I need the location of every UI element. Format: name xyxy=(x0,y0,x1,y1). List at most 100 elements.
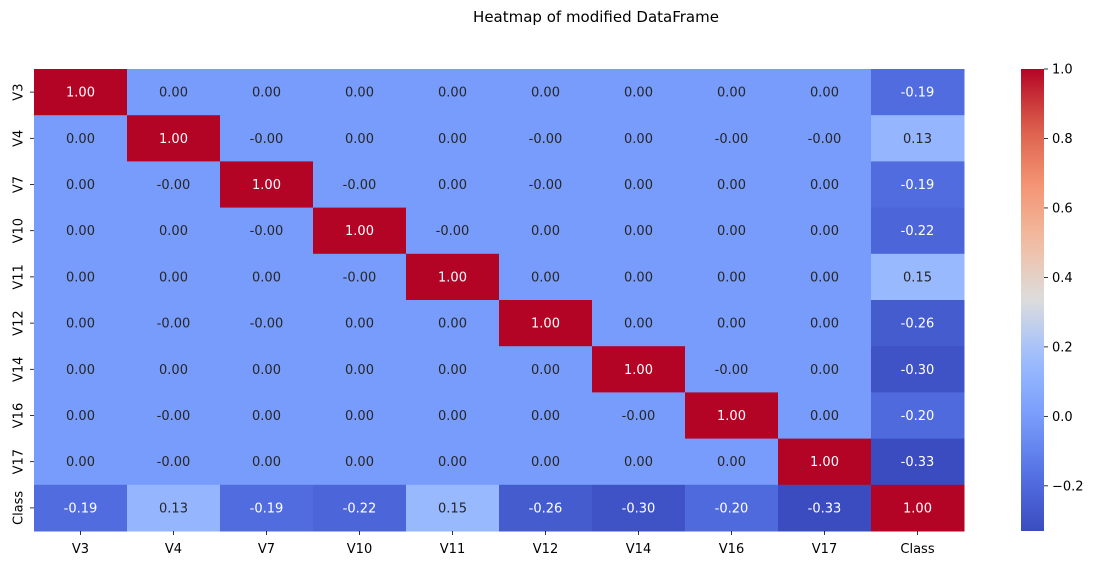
heatmap-cell-V12-V14 xyxy=(592,300,686,347)
heatmap-cell-V12-V16 xyxy=(685,300,779,347)
heatmap-cell-V7-V4 xyxy=(127,161,221,209)
heatmap-cell-V7-V17 xyxy=(778,161,872,209)
cell-value-label: 0.00 xyxy=(438,178,467,193)
cell-value-label: -0.20 xyxy=(715,501,749,516)
heatmap-cell-V12-V4 xyxy=(127,300,221,347)
cell-value-label: 0.00 xyxy=(531,409,560,424)
heatmap-cell-V7-V16 xyxy=(685,161,779,209)
x-tick-label: Class xyxy=(900,542,934,557)
cell-value-label: -0.00 xyxy=(157,317,191,332)
heatmap-cell-V16-V4 xyxy=(127,392,221,440)
heatmap-cell-V16-V7 xyxy=(220,392,314,440)
x-tick-label: V17 xyxy=(812,542,837,557)
cell-value-label: 0.00 xyxy=(531,363,560,378)
heatmap-cell-V16-V11 xyxy=(406,392,500,440)
cell-value-label: -0.19 xyxy=(64,501,98,516)
heatmap-cell-V12-V11 xyxy=(406,300,500,347)
heatmap-cell-V17-V7 xyxy=(220,438,314,486)
cell-value-label: 0.00 xyxy=(624,317,653,332)
cell-value-label: 0.00 xyxy=(66,409,95,424)
heatmap-cell-Class-V7 xyxy=(220,484,314,532)
heatmap-cell-V10-V3 xyxy=(34,207,128,255)
cell-value-label: 0.00 xyxy=(66,270,95,285)
heatmap-cell-V14-V11 xyxy=(406,346,500,393)
heatmap-cell-V11-V16 xyxy=(685,253,779,301)
heatmap-cell-V16-V10 xyxy=(313,392,407,440)
cell-value-label: 0.00 xyxy=(810,178,839,193)
heatmap-cell-V17-V14 xyxy=(592,438,686,486)
heatmap-cell-V12-V3 xyxy=(34,300,128,347)
heatmap-cell-V7-V11 xyxy=(406,161,500,209)
heatmap-cell-V14-V16 xyxy=(685,346,779,393)
heatmap-cell-Class-V12 xyxy=(499,484,593,532)
heatmap-cell-V7-V7 xyxy=(220,161,314,209)
heatmap-cell-V14-V12 xyxy=(499,346,593,393)
cell-value-label: -0.19 xyxy=(901,178,935,193)
heatmap-cell-V10-V11 xyxy=(406,207,500,255)
heatmap-cell-V17-V4 xyxy=(127,438,221,486)
heatmap-cell-V7-Class xyxy=(871,161,965,209)
x-tick-label: V14 xyxy=(626,542,651,557)
heatmap-cell-V14-V14 xyxy=(592,346,686,393)
cell-value-label: 0.00 xyxy=(624,224,653,239)
cell-value-label: 0.00 xyxy=(624,270,653,285)
cell-value-label: 0.00 xyxy=(810,317,839,332)
heatmap-cell-V10-V10 xyxy=(313,207,407,255)
cell-value-label: 0.00 xyxy=(159,86,188,101)
heatmap-cell-V3-V3 xyxy=(34,69,128,116)
cell-value-label: 0.00 xyxy=(159,363,188,378)
cell-value-label: -0.26 xyxy=(901,317,935,332)
x-tick-label: V4 xyxy=(165,542,182,557)
cell-value-label: 0.00 xyxy=(438,317,467,332)
colorbar-tick-label: 0.4 xyxy=(1052,271,1073,286)
heatmap-cell-V17-Class xyxy=(871,438,965,486)
cell-value-label: -0.19 xyxy=(901,86,935,101)
heatmap-cell-Class-V4 xyxy=(127,484,221,532)
colorbar-tick-label: 0.0 xyxy=(1052,410,1073,425)
y-axis-ticks: V3 V4 V7 V10 V11 V12 V14 V16 V17 Class xyxy=(12,84,34,525)
cell-value-label: 0.00 xyxy=(66,224,95,239)
heatmap-cell-V7-V3 xyxy=(34,161,128,209)
cell-value-label: -0.00 xyxy=(250,317,284,332)
cell-value-label: -0.00 xyxy=(343,270,377,285)
cell-value-label: 0.00 xyxy=(624,455,653,470)
cell-value-label: 1.00 xyxy=(252,178,281,193)
cell-value-label: 0.00 xyxy=(438,455,467,470)
cell-value-label: 0.00 xyxy=(345,455,374,470)
cell-value-label: 0.15 xyxy=(903,270,932,285)
colorbar-ticks: −0.2 0.0 0.2 0.4 0.6 0.8 1.0 xyxy=(1044,63,1084,494)
x-tick-label: V11 xyxy=(440,542,465,557)
cell-value-label: 0.00 xyxy=(345,317,374,332)
cell-value-label: 0.00 xyxy=(531,224,560,239)
heatmap-cell-V12-Class xyxy=(871,300,965,347)
cell-value-label: 1.00 xyxy=(438,270,467,285)
heatmap-cell-V4-V3 xyxy=(34,115,128,162)
heatmap-cell-V10-V14 xyxy=(592,207,686,255)
heatmap-cell-Class-V11 xyxy=(406,484,500,532)
cell-value-label: 1.00 xyxy=(159,132,188,147)
heatmap-cell-V16-V12 xyxy=(499,392,593,440)
cell-value-label: 0.00 xyxy=(345,132,374,147)
heatmap-cell-V11-V7 xyxy=(220,253,314,301)
cell-value-label: 0.00 xyxy=(66,455,95,470)
cell-value-label: -0.00 xyxy=(250,224,284,239)
chart-title: Heatmap of modified DataFrame xyxy=(473,8,719,26)
cell-value-label: 0.00 xyxy=(717,86,746,101)
y-tick-label: V3 xyxy=(12,84,27,101)
cell-value-label: 0.00 xyxy=(624,178,653,193)
cell-value-label: 0.00 xyxy=(531,455,560,470)
x-axis-ticks: V3 V4 V7 V10 V11 V12 V14 V16 V17 Class xyxy=(72,531,935,557)
heatmap-cell-V11-V17 xyxy=(778,253,872,301)
heatmap-cell-V14-V17 xyxy=(778,346,872,393)
cell-value-label: 0.00 xyxy=(717,224,746,239)
heatmap-cell-V10-V16 xyxy=(685,207,779,255)
x-tick-label: V10 xyxy=(347,542,372,557)
cell-value-label: 1.00 xyxy=(66,86,95,101)
heatmap-cell-V12-V10 xyxy=(313,300,407,347)
cell-value-label: 0.00 xyxy=(345,409,374,424)
heatmap-cell-V11-V14 xyxy=(592,253,686,301)
heatmap-cell-V14-V10 xyxy=(313,346,407,393)
heatmap-cell-V17-V10 xyxy=(313,438,407,486)
cell-value-label: 1.00 xyxy=(624,363,653,378)
cell-value-label: 0.00 xyxy=(438,363,467,378)
